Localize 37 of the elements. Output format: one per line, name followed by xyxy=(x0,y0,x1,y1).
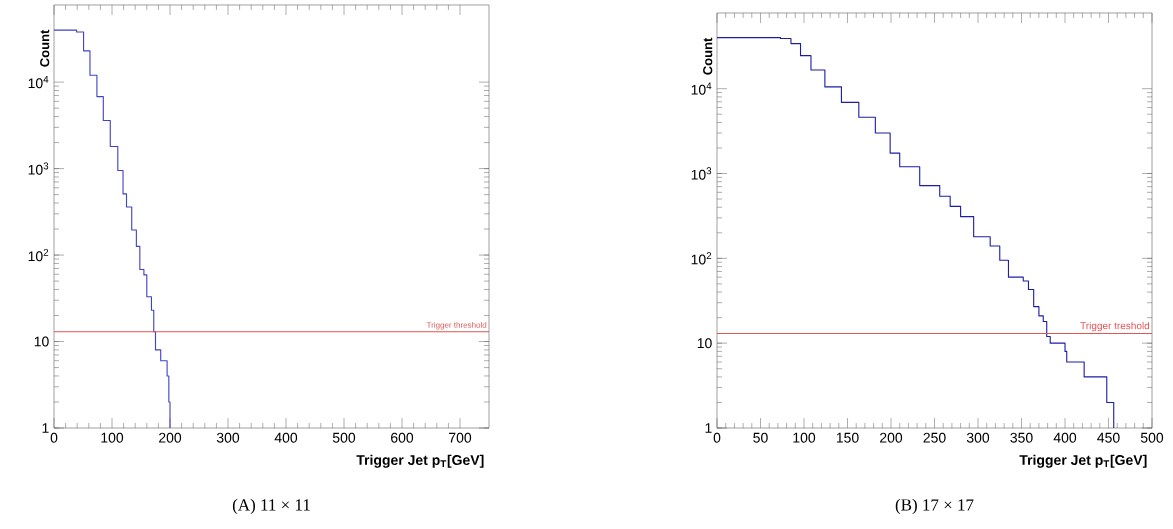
y-tick-label: 10$^{4}$ xyxy=(691,82,712,95)
x-axis-title: Trigger Jet p$_{T}$[GeV] xyxy=(356,454,484,468)
x-tick-label: 350 xyxy=(1010,432,1033,443)
ref-line-label: Trigger threshold xyxy=(426,321,487,330)
y-tick-label: 1 xyxy=(42,423,49,433)
y-tick-label: 10$^{3}$ xyxy=(691,167,712,180)
x-tick-label: 0 xyxy=(50,432,58,443)
x-tick-label: 200 xyxy=(880,432,903,443)
y-tick-label: 10$^{3}$ xyxy=(28,162,49,175)
x-tick-label: 500 xyxy=(1140,432,1164,443)
y-axis-title: Count xyxy=(40,29,50,67)
x-tick-label: 450 xyxy=(1097,432,1120,443)
x-tick-label: 300 xyxy=(216,432,240,443)
x-tick-label: 600 xyxy=(391,432,414,443)
x-tick-label: 400 xyxy=(274,432,298,443)
x-tick-label: 100 xyxy=(793,432,816,443)
y-tick-label: 10 xyxy=(34,336,49,347)
y-tick-label: 1 xyxy=(705,423,712,433)
y-tick-label: 10 xyxy=(697,338,712,349)
x-tick-label: 100 xyxy=(101,432,124,443)
x-tick-label: 500 xyxy=(332,432,356,443)
x-tick-label: 300 xyxy=(966,432,990,443)
y-tick-label: 10$^{4}$ xyxy=(28,76,49,89)
x-tick-label: 0 xyxy=(713,432,721,443)
x-axis-title: Trigger Jet p$_{T}$[GeV] xyxy=(1019,454,1147,468)
x-tick-label: 700 xyxy=(449,432,472,443)
text: (B) 17 × 17 xyxy=(895,498,974,515)
y-axis-title: Count xyxy=(703,37,713,75)
x-tick-label: 250 xyxy=(923,432,946,443)
text: (A) 11 × 11 xyxy=(232,498,310,515)
y-tick-label: 10$^{2}$ xyxy=(691,252,712,265)
x-tick-label: 200 xyxy=(159,432,182,443)
x-tick-label: 50 xyxy=(753,432,768,443)
y-tick-label: 10$^{2}$ xyxy=(28,248,49,262)
x-tick-label: 400 xyxy=(1053,432,1077,443)
ref-line-label: Trigger treshold xyxy=(1080,321,1150,332)
x-tick-label: 150 xyxy=(836,432,859,443)
